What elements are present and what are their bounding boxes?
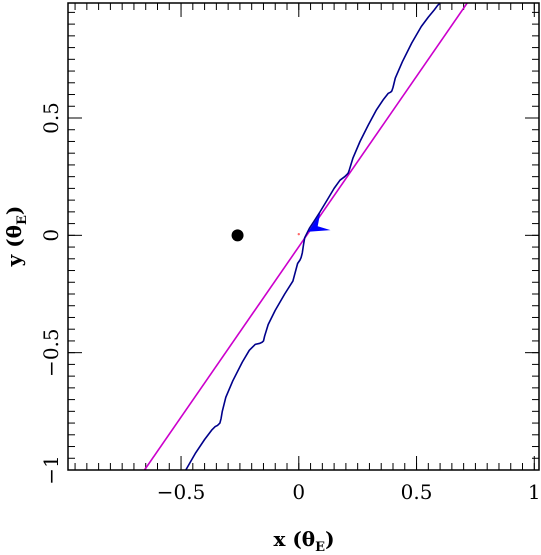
wiggly-trajectory-curve <box>185 3 441 470</box>
y-tick-labels: −1 −0.5 0 0.5 <box>39 102 63 485</box>
plot-background <box>68 3 539 470</box>
direction-arrowhead <box>308 213 331 232</box>
x-axis-label-sub: E <box>315 540 325 555</box>
y-axis-label-sub: E <box>15 215 30 225</box>
x-tick-labels: −0.5 0 0.5 1 <box>157 480 541 504</box>
x-tick-label: −0.5 <box>157 480 206 504</box>
y-tick-label: 0.5 <box>39 102 63 134</box>
x-tick-label: 1 <box>528 480 541 504</box>
series-layer <box>143 3 468 470</box>
x-axis-label-close: ) <box>325 527 334 551</box>
y-tick-label: −0.5 <box>39 328 63 377</box>
y-axis-label-main: y (θ <box>2 225 26 267</box>
x-tick-label: 0.5 <box>401 480 433 504</box>
plot-frame <box>67 2 540 471</box>
y-axis-label: y (θE) <box>2 206 30 268</box>
x-axis-label: x (θE) <box>273 527 334 555</box>
x-tick-label: 0 <box>292 480 305 504</box>
y-tick-label: −1 <box>39 455 63 484</box>
y-axis-label-close: ) <box>2 206 26 215</box>
marker-layer <box>231 213 331 242</box>
x-axis-label-main: x (θ <box>273 527 315 551</box>
axis-ticks <box>68 3 539 471</box>
plot-area <box>143 3 468 470</box>
lens-point <box>231 229 244 242</box>
origin-dot <box>297 232 300 236</box>
y-tick-label: 0 <box>39 229 63 242</box>
